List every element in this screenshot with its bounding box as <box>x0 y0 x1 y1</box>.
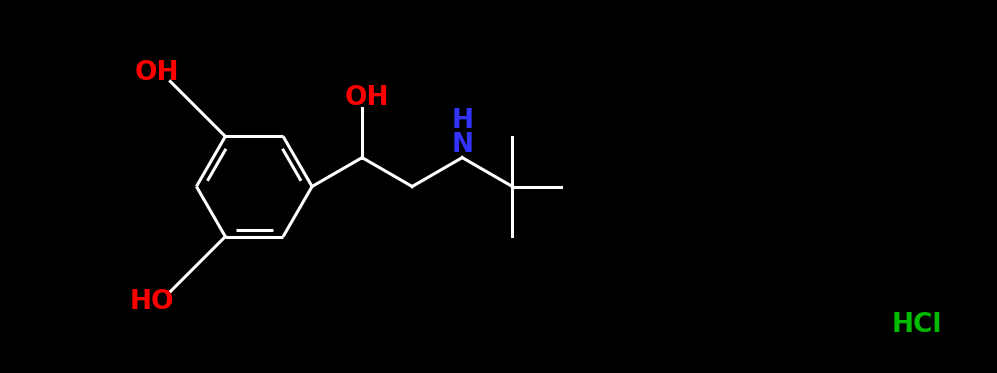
Text: H
N: H N <box>452 107 474 158</box>
Text: OH: OH <box>135 60 179 87</box>
Text: HO: HO <box>130 289 174 314</box>
Text: HCl: HCl <box>892 311 942 338</box>
Text: OH: OH <box>345 85 390 112</box>
